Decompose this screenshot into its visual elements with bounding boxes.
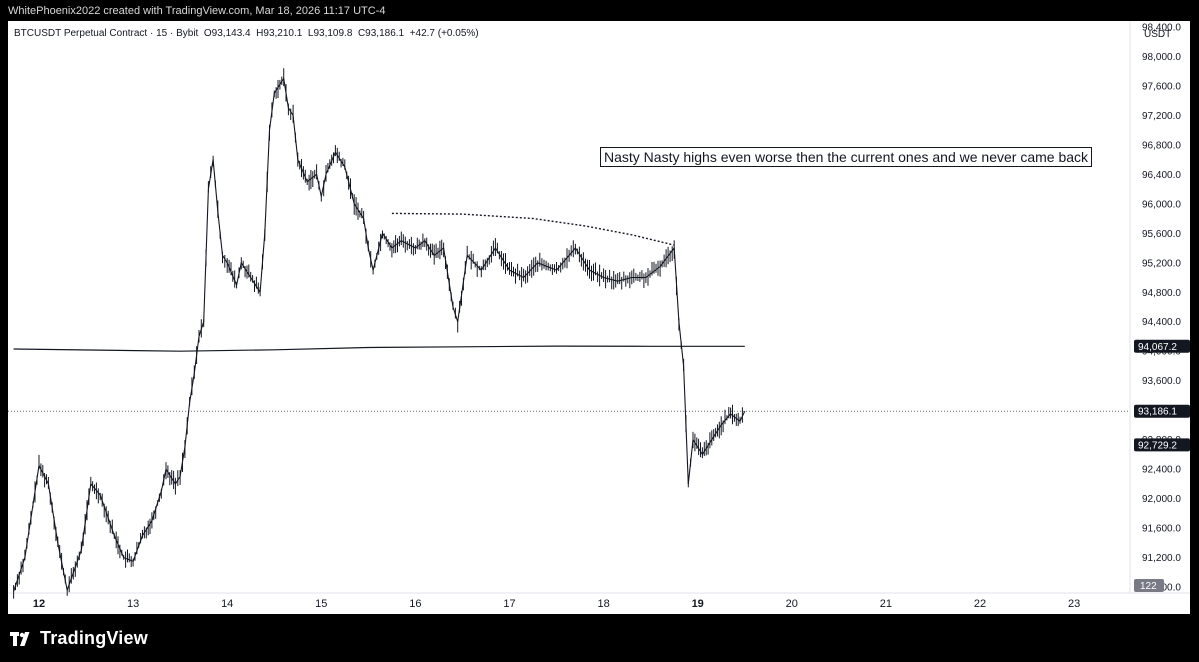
- time-axis-tick: 17: [503, 598, 515, 610]
- ma-price-tag: 94,067.2: [1138, 342, 1177, 353]
- time-axis-tick: 21: [880, 598, 892, 610]
- legend-symbol[interactable]: BTCUSDT Perpetual Contract · 15 · Bybit: [14, 28, 199, 39]
- price-axis-tick: 92,400.0: [1142, 465, 1181, 476]
- chart-annotation[interactable]: Nasty Nasty highs even worse then the cu…: [600, 147, 1093, 167]
- candlestick-chart[interactable]: USDT 98,400.0 98,000.0 97,600.0 97,200.0 96,…: [8, 21, 1190, 614]
- price-axis-tick: 97,200.0: [1142, 111, 1181, 122]
- candle-wicks: [13, 68, 743, 599]
- dotted-highs-trendline: [391, 212, 675, 246]
- footer-brand-name: TradingView: [40, 628, 148, 648]
- tradingview-logo-icon: [10, 631, 30, 646]
- moving-average-line: [13, 345, 745, 352]
- symbol-legend: BTCUSDT Perpetual Contract · 15 · Bybit …: [14, 28, 479, 39]
- price-axis-tick: 96,000.0: [1142, 199, 1181, 210]
- footer-branding: TradingView: [10, 628, 148, 649]
- price-axis-tick: 96,400.0: [1142, 170, 1181, 181]
- price-axis-tick: 94,800.0: [1142, 288, 1181, 299]
- time-axis-tick: 14: [221, 598, 233, 610]
- ma-price-tag-bg: [1134, 339, 1190, 353]
- low-price-tag-bg: [1134, 438, 1190, 452]
- price-axis-tick: 98,000.0: [1142, 52, 1181, 63]
- volume-tag: 122: [1140, 581, 1157, 592]
- chart-panel[interactable]: USDT 98,400.0 98,000.0 97,600.0 97,200.0 96,…: [8, 21, 1190, 614]
- time-axis-tick: 16: [409, 598, 421, 610]
- volume-tag-bg: [1134, 579, 1164, 592]
- price-axis-tick: 93,600.0: [1142, 376, 1181, 387]
- time-axis-tick: 13: [127, 598, 139, 610]
- time-axis-tick: 12: [33, 598, 45, 610]
- low-price-tag: 92,729.2: [1138, 440, 1177, 451]
- last-price-tag-bg: [1134, 404, 1190, 418]
- price-axis-tick: 95,200.0: [1142, 258, 1181, 269]
- price-axis-tick: 96,800.0: [1142, 140, 1181, 151]
- legend-high: H93,210.1: [256, 28, 303, 39]
- time-axis-tick: 19: [692, 598, 704, 610]
- time-axis-tick: 23: [1068, 598, 1080, 610]
- time-axis-tick: 18: [597, 598, 609, 610]
- chart-caption: WhitePhoenix2022 created with TradingVie…: [8, 5, 386, 17]
- price-axis-tick: 91,200.0: [1142, 553, 1181, 564]
- price-axis-tick: 92,000.0: [1142, 494, 1181, 505]
- legend-low: L93,109.8: [307, 28, 353, 39]
- price-axis-tick: 94,400.0: [1142, 317, 1181, 328]
- time-axis-tick: 20: [786, 598, 798, 610]
- legend-open: O93,143.4: [203, 28, 251, 39]
- price-axis-tick: 91,600.0: [1142, 524, 1181, 535]
- time-axis-tick: 22: [974, 598, 986, 610]
- time-axis-tick: 15: [315, 598, 327, 610]
- price-axis-tick: 95,600.0: [1142, 229, 1181, 240]
- price-axis-tick: 97,600.0: [1142, 81, 1181, 92]
- legend-change: +42.7 (+0.05%): [409, 28, 479, 39]
- legend-close: C93,186.1: [357, 28, 405, 39]
- last-price-tag: 93,186.1: [1138, 407, 1177, 418]
- price-axis-tick: 98,400.0: [1142, 22, 1181, 33]
- price-axis-currency: USDT: [1144, 29, 1171, 40]
